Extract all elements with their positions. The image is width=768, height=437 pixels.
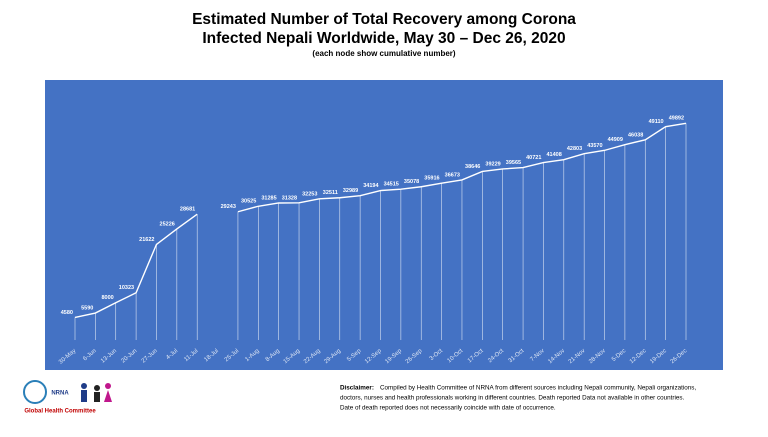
data-label: 44909 xyxy=(608,137,623,143)
data-label: 30525 xyxy=(241,199,256,205)
chart-title: Estimated Number of Total Recovery among… xyxy=(192,11,576,28)
plot-area xyxy=(45,80,723,370)
data-label: 10323 xyxy=(119,285,134,291)
logo-caption: Global Health Committee xyxy=(24,409,96,415)
data-label: 28681 xyxy=(180,207,195,213)
data-label: 4580 xyxy=(61,310,73,316)
line xyxy=(74,213,198,319)
data-label: 36673 xyxy=(445,172,460,178)
logo-figure xyxy=(81,383,87,389)
data-label: 31328 xyxy=(282,195,297,201)
data-label: 21622 xyxy=(139,237,154,243)
data-label: 34194 xyxy=(363,183,379,189)
logo-ring xyxy=(23,380,47,404)
data-label: 25226 xyxy=(160,221,175,227)
data-label: 39229 xyxy=(485,161,500,167)
data-label: 8000 xyxy=(101,295,113,301)
data-label: 32989 xyxy=(343,188,358,194)
data-label: 42803 xyxy=(567,146,582,152)
line xyxy=(237,122,687,213)
logo-text: NRNA xyxy=(51,391,69,397)
data-label: 43570 xyxy=(587,143,602,149)
data-label: 34515 xyxy=(384,182,399,188)
disclaimer-text: Compiled by Health Committee of NRNA fro… xyxy=(380,385,696,392)
data-label: 35078 xyxy=(404,179,419,185)
data-label: 35916 xyxy=(424,176,439,182)
data-label: 49110 xyxy=(649,119,664,125)
logo-figure xyxy=(81,390,87,402)
data-label: 39565 xyxy=(506,160,521,166)
disclaimer-label: Disclaimer: xyxy=(340,385,374,392)
logo-figure xyxy=(105,383,111,389)
disclaimer-text: Date of death reported does not necessar… xyxy=(340,405,556,412)
data-label: 46038 xyxy=(628,132,643,138)
logo: NRNA Global Health Committee xyxy=(23,380,112,415)
data-label: 41408 xyxy=(547,152,562,158)
data-label: 32511 xyxy=(323,190,338,196)
logo-figure xyxy=(104,390,112,402)
disclaimer-text: doctors, nurses and health professionals… xyxy=(340,395,685,402)
data-label: 38646 xyxy=(465,164,480,170)
data-label: 49892 xyxy=(669,116,684,122)
chart-subtitle: (each node show cumulative number) xyxy=(312,49,455,58)
chart-title: Infected Nepali Worldwide, May 30 – Dec … xyxy=(202,30,565,47)
data-label: 40721 xyxy=(526,155,541,161)
data-label: 32253 xyxy=(302,191,317,197)
data-label: 29243 xyxy=(221,204,236,210)
logo-figure xyxy=(94,385,100,391)
logo-figure xyxy=(94,392,100,402)
data-label: 31285 xyxy=(261,195,276,201)
data-label: 5590 xyxy=(81,306,93,312)
